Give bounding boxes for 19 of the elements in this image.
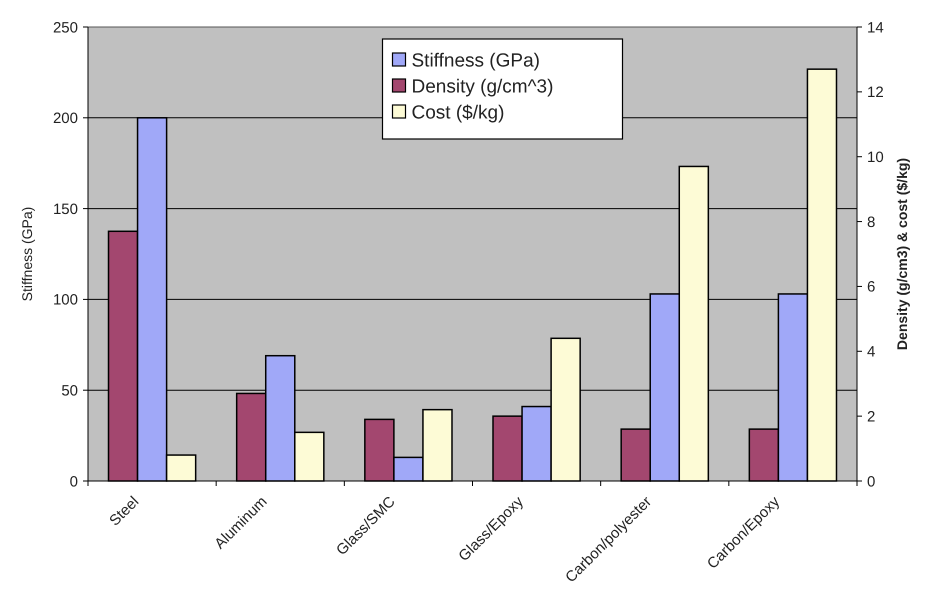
y-tick-label: 0: [70, 473, 78, 490]
legend-label: Cost ($/kg): [412, 102, 504, 124]
y2-tick-label: 10: [867, 148, 884, 166]
y-tick-label: 250: [52, 19, 78, 36]
y2-tick-label: 6: [867, 278, 876, 296]
y2-tick-label: 12: [867, 84, 884, 102]
legend-label: Density (g/cm^3): [412, 76, 554, 98]
y-axis-title: Stiffness (GPa): [19, 206, 35, 302]
y-tick-label: 50: [61, 382, 78, 400]
legend-label: Stiffness (GPa): [412, 50, 540, 72]
y-tick-label: 200: [52, 110, 78, 128]
y2-axis-title: Density (g/cm3) & cost ($/kg): [894, 158, 910, 350]
y2-tick-label: 2: [867, 408, 876, 426]
y2-tick-label: 14: [867, 19, 884, 36]
y-tick-label: 150: [52, 200, 78, 218]
y2-tick-label: 0: [867, 473, 876, 490]
y2-tick-label: 8: [867, 214, 876, 231]
y-tick-label: 100: [52, 292, 78, 309]
y2-tick-label: 4: [867, 344, 876, 361]
